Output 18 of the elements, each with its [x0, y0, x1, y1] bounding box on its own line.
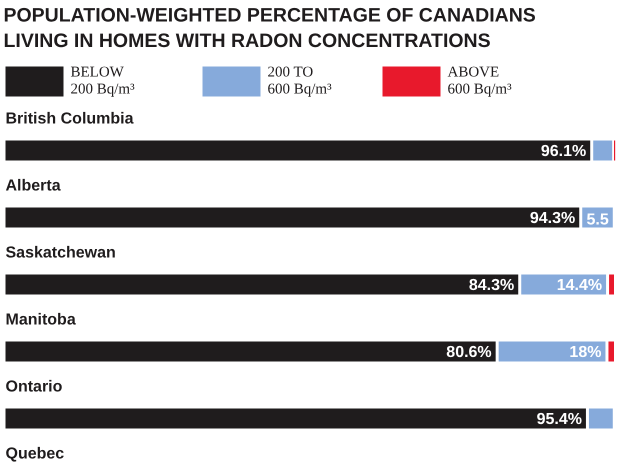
data-label: 96.1% [540, 143, 586, 160]
data-label: 94.3% [530, 210, 576, 227]
y-tick-label: British Columbia [6, 110, 134, 128]
legend-label: ABOVE 600 Bq/m³ [448, 64, 512, 98]
data-label: 14.4% [556, 277, 602, 294]
data-label: 84.3% [468, 277, 514, 294]
data-label: 80.6% [446, 344, 492, 361]
data-label: 5.5 [586, 212, 609, 228]
data-label: 95.4% [536, 411, 582, 428]
y-tick-label: Alberta [6, 178, 61, 194]
y-tick-label: Ontario [6, 378, 63, 396]
chart-title: POPULATION-WEIGHTED PERCENTAGE OF CANADIANS LIVING IN HOMES WITH RADON CONCENTRATIONS [4, 4, 536, 52]
legend-label: BELOW 200 Bq/m³ [70, 64, 136, 98]
data-label: 18% [569, 344, 602, 361]
legend-label: 200 TO 600 Bq/m³ [268, 64, 332, 98]
y-tick-label: Manitoba [6, 312, 76, 328]
y-tick-label: Saskatchewan [6, 244, 116, 262]
y-tick-label: Quebec [6, 446, 64, 462]
